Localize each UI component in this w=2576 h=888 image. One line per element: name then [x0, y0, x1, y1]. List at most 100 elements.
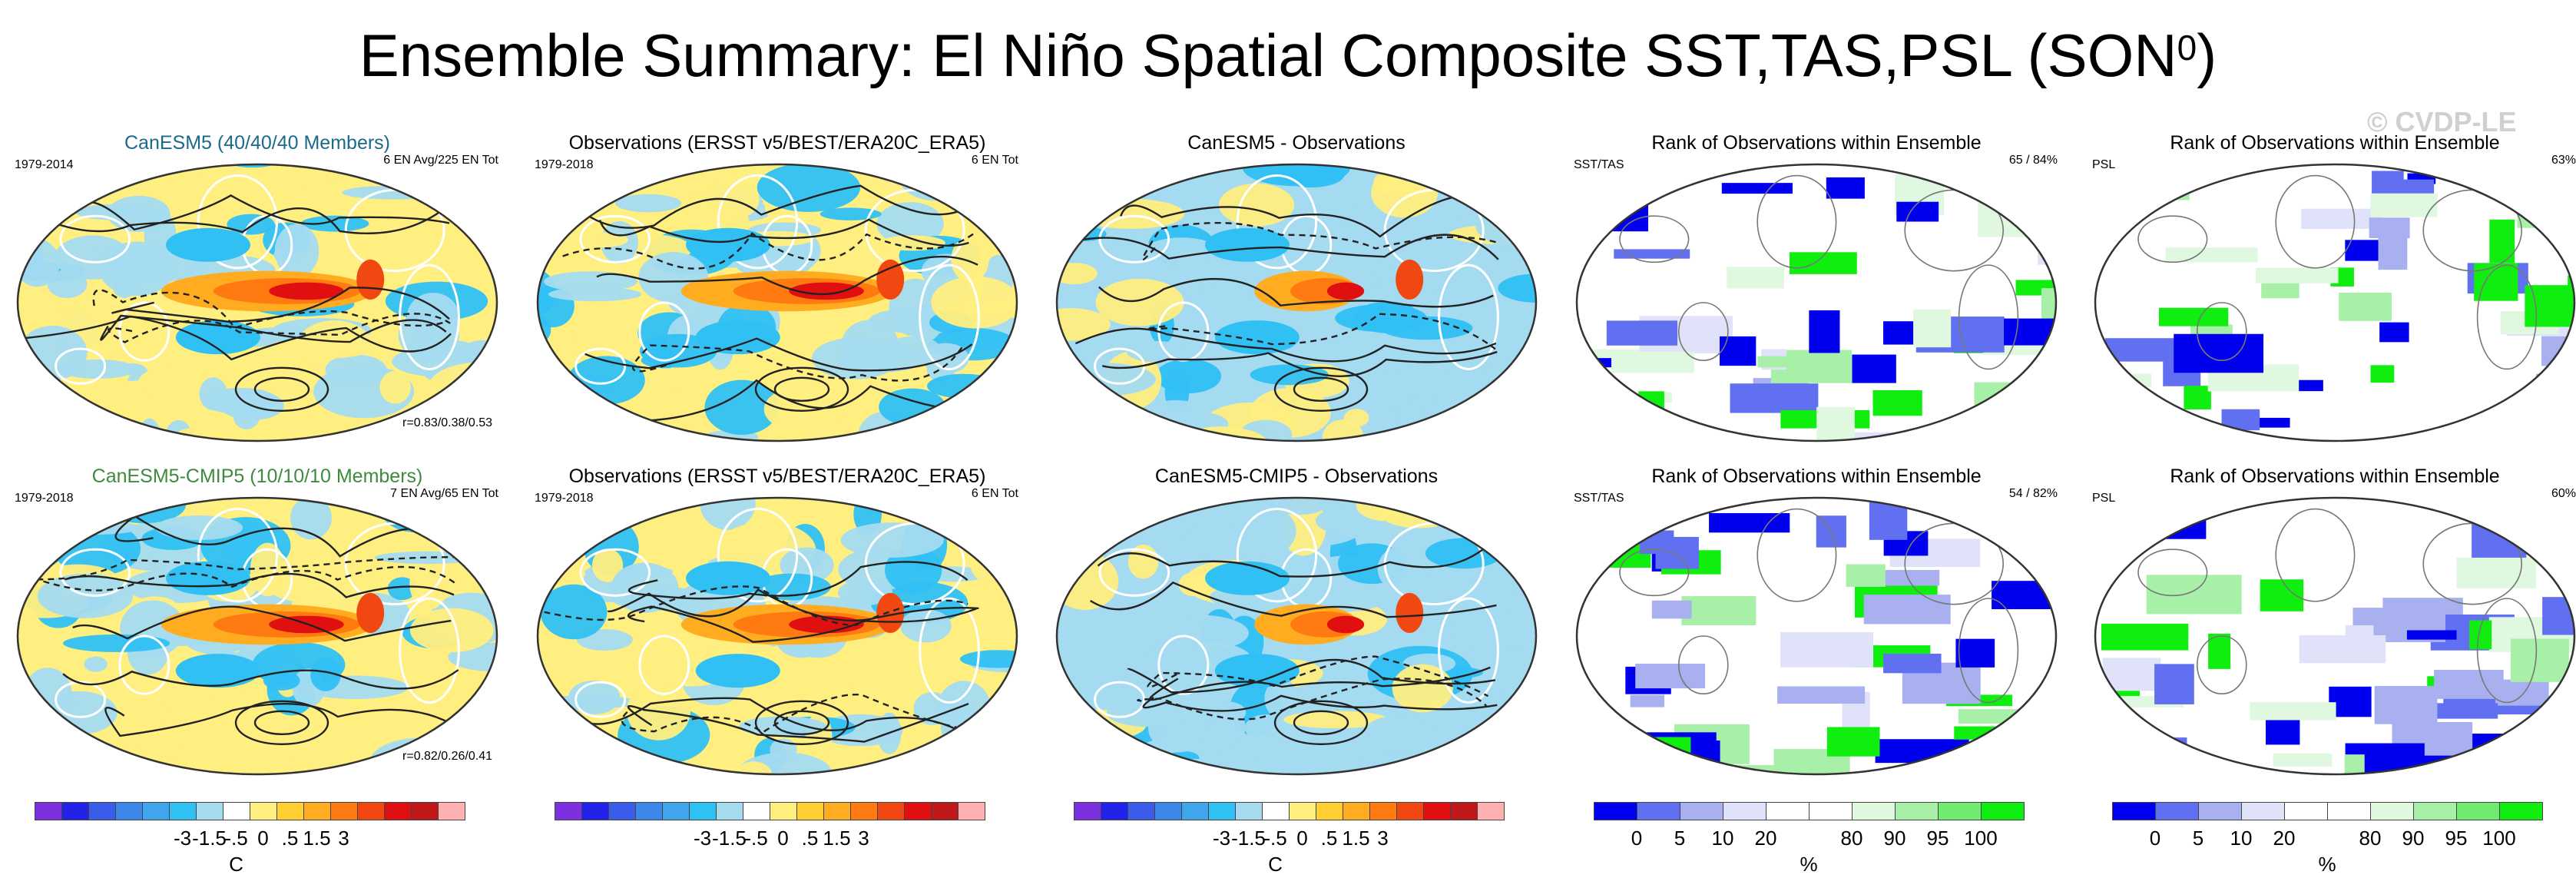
anomaly-patch — [1283, 711, 1389, 729]
colorbar-swatch — [115, 802, 143, 820]
colorbar-swatch — [1938, 802, 1982, 820]
psl-contours — [538, 561, 979, 745]
psl-contours — [1065, 194, 1499, 412]
anomaly-patch — [700, 498, 756, 530]
panel-left-label: PSL — [2092, 492, 2116, 505]
panel-right-label: 6 EN Avg/225 EN Tot — [383, 154, 498, 167]
anomaly-patch — [1432, 409, 1533, 441]
globe-outline — [1055, 496, 1538, 776]
panel-right-label: 7 EN Avg/65 EN Tot — [390, 487, 498, 500]
panel-right-label: 63% — [2551, 154, 2576, 167]
anomaly-patch — [538, 722, 603, 764]
panel-right-label: 60% — [2551, 487, 2576, 500]
anomaly-patch — [137, 718, 180, 762]
globe-outline — [2094, 163, 2576, 442]
colorbar-swatch — [2370, 802, 2414, 820]
colorbar-swatch — [35, 802, 62, 820]
anomaly-patch — [976, 498, 1017, 519]
panel-left-label: SST/TAS — [1574, 492, 1624, 505]
anomaly-patch — [18, 389, 54, 412]
colorbar-swatch — [2327, 802, 2371, 820]
anomaly-patch — [1476, 413, 1503, 441]
continents — [574, 508, 980, 718]
anomaly-patch — [1239, 419, 1293, 441]
colorbar-tick-label: 20 — [2273, 827, 2296, 850]
anomaly-patch — [325, 354, 387, 386]
colorbar-swatch — [1981, 802, 2025, 820]
anomaly-patch — [54, 511, 80, 549]
anomaly-patch — [704, 379, 779, 436]
anomaly-patch — [58, 359, 137, 379]
globe-outline — [1055, 163, 1538, 442]
colorbar-tick-label: 3 — [1377, 827, 1389, 850]
colorbar-tick-label: -.5 — [744, 827, 768, 850]
colorbar-swatch — [250, 802, 277, 820]
anomaly-patch — [137, 365, 220, 400]
colorbar-swatch — [823, 802, 851, 820]
colorbar-swatch — [1154, 802, 1182, 820]
colorbar-swatch — [384, 802, 412, 820]
anomaly-patch — [1174, 426, 1269, 441]
colorbar-swatch — [904, 802, 932, 820]
pattern-correlation-label: r=0.82/0.26/0.41 — [402, 750, 492, 763]
anomaly-patch — [1499, 429, 1526, 441]
colorbar-swatch — [635, 802, 663, 820]
title-superscript: 0 — [2177, 28, 2197, 68]
panel-left-label: 1979-2014 — [15, 158, 74, 171]
colorbar-swatch — [877, 802, 905, 820]
colorbar-swatch — [61, 802, 89, 820]
anomaly-patch — [47, 269, 88, 299]
globe-outline — [1575, 496, 2058, 776]
colorbar-tick-label: 90 — [1883, 827, 1906, 850]
colorbar-swatch — [276, 802, 304, 820]
anomaly-patch — [1430, 419, 1462, 441]
anomaly-patch — [199, 377, 227, 411]
colorbar-tick-label: 0 — [777, 827, 789, 850]
colorbar-swatch — [796, 802, 824, 820]
globe-outline — [536, 163, 1018, 442]
panel-left-label: 1979-2018 — [15, 492, 74, 505]
colorbar-swatch — [1637, 802, 1680, 820]
anomaly-patch — [1392, 664, 1453, 713]
anomaly-patch — [18, 391, 38, 406]
colorbar-unit-label: C — [1268, 853, 1283, 876]
colorbar-swatch — [1423, 802, 1451, 820]
title-close: ) — [2197, 22, 2217, 89]
colorbar-tick-label: 3 — [858, 827, 869, 850]
anomaly-patch — [1219, 183, 1295, 227]
colorbar-tick-label: -1.5 — [192, 827, 227, 850]
colorbar-swatch — [1074, 802, 1101, 820]
anomaly-patch — [379, 370, 411, 404]
colorbar-swatch — [2284, 802, 2328, 820]
anomaly-patch — [1057, 514, 1097, 556]
anomaly-patch — [110, 164, 208, 177]
anomaly-patch — [1509, 501, 1536, 519]
colorbar-tick-label: 95 — [2445, 827, 2468, 850]
anomaly-patch — [575, 232, 628, 248]
colorbar-tick-label: .5 — [1320, 827, 1338, 850]
anomaly-patch — [437, 538, 497, 552]
anomaly-patch — [543, 271, 637, 292]
anomaly-patch — [1482, 498, 1536, 507]
colorbar-tick-label: 5 — [1674, 827, 1686, 850]
anomaly-patch — [1057, 191, 1112, 222]
anomaly-patch — [428, 362, 497, 412]
colorbar-tick-label: -3 — [1212, 827, 1231, 850]
watermark: © CVDP-LE — [2367, 106, 2517, 138]
colorbar-swatch — [1127, 802, 1155, 820]
anomaly-patch — [301, 175, 338, 210]
anomaly-patch — [409, 558, 449, 610]
colorbar-swatch — [2499, 802, 2543, 820]
colorbar-tick-label: 5 — [2192, 827, 2204, 850]
colorbar-swatch — [958, 802, 985, 820]
panel-title: Observations (ERSST v5/BEST/ERA20C_ERA5) — [568, 466, 986, 487]
colorbar-swatch — [196, 802, 223, 820]
colorbar-swatch — [88, 802, 116, 820]
anomaly-patch — [1498, 273, 1536, 303]
anomaly-patch — [840, 522, 944, 558]
colorbar-swatch — [1852, 802, 1896, 820]
colorbar: -3 -1.5 -.5 0 .5 1.5 3 C — [1074, 802, 1505, 879]
colorbar-swatch — [1766, 802, 1809, 820]
anomaly-patch — [1071, 767, 1131, 774]
